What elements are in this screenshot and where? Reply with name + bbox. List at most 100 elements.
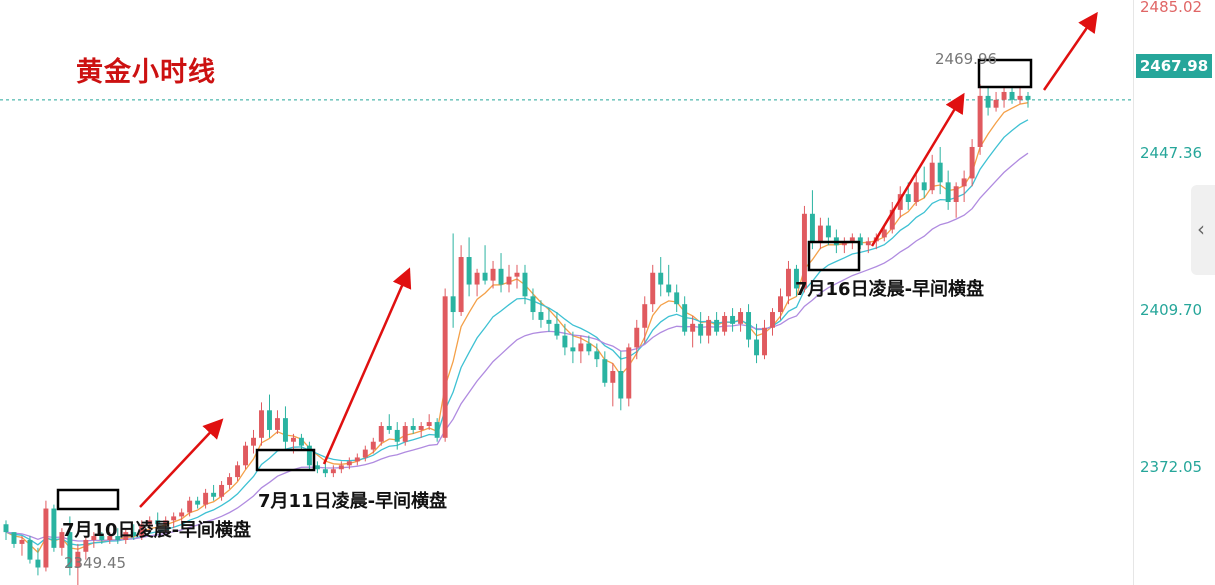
price-axis-divider [1133,0,1134,585]
candle-body [498,268,504,285]
candle [394,422,400,450]
candle-body [3,524,9,533]
candle-body [889,209,895,230]
candle [227,473,233,489]
candle-body [195,500,201,505]
candle-body [530,296,536,313]
candle [179,508,185,525]
trend-arrow [1042,11,1098,91]
candle-body [937,162,943,183]
candle [610,363,616,407]
candle-body [809,213,815,242]
candle [298,433,304,450]
candle [602,351,608,387]
candle [809,190,815,250]
candle [346,457,352,470]
candle-body [346,461,352,466]
candle [1001,88,1007,108]
candle-body [714,319,720,332]
side-panel-toggle[interactable]: ‹ [1191,185,1215,275]
candle [195,496,201,509]
candle-body [91,536,97,540]
candle [881,225,887,242]
candle [522,264,528,305]
candle [410,418,416,434]
candle-body [961,178,967,187]
candle-body [730,315,736,324]
candle-body [131,532,137,537]
candle [514,264,520,289]
candle [746,304,752,348]
candle-body [163,520,169,525]
candle-body [43,508,49,568]
candle [857,233,863,250]
candle-body [977,95,983,147]
candle-body [778,296,783,313]
candle-body [562,335,568,348]
candle [163,516,169,533]
candle [738,308,744,332]
candle-body [67,532,73,568]
candle [801,205,807,293]
candle [634,319,640,360]
candle [450,233,456,328]
candle [921,166,927,199]
candle-body [386,426,392,430]
candle [442,288,448,442]
candle-body [243,445,249,466]
candle-body [19,539,25,544]
candle-body [282,418,288,442]
candle-body [482,272,488,281]
candle [929,154,935,195]
trend-arrows [139,11,1098,508]
candle [977,84,983,155]
candle-body [1017,95,1023,100]
candle [187,496,193,517]
candle-body [490,268,496,281]
candle-body [738,312,744,324]
candle-body [83,539,89,552]
trend-arrow [322,267,412,465]
candle-body [881,229,887,238]
candle-body [570,347,576,352]
candle [3,520,9,540]
candle-body [378,426,384,442]
candle-body [219,484,225,497]
candle [354,453,360,466]
consolidation-boxes [56,58,1033,511]
candle [1025,91,1031,108]
low-price-label: 2349.45 [64,554,127,572]
y-tick-label: 2372.05 [1140,458,1203,476]
candle-body [586,343,592,352]
candle-body [754,339,760,356]
candle-body [410,426,416,430]
candle [969,139,975,187]
candle [386,414,392,434]
candle [43,500,49,572]
candle [35,547,41,576]
candle [370,437,376,454]
candle-body [107,536,113,540]
candle-body [426,422,432,427]
candle-body [722,315,728,332]
candle-body [1001,91,1007,100]
candle [945,170,951,210]
candle-body [139,524,145,537]
candle [762,319,767,360]
candle [267,394,272,438]
candle [642,296,648,344]
candle [418,422,424,438]
candle-body [985,95,991,108]
candle [139,520,145,540]
candle [586,335,592,356]
candle-body [27,539,33,560]
candle [913,174,919,206]
candle-body [259,410,264,438]
candle-body [770,312,775,328]
consolidation-box [807,240,861,272]
consolidation-box [56,488,120,511]
candle [985,88,991,116]
candle [338,461,344,474]
candle [690,315,696,348]
candle-body [506,276,512,285]
